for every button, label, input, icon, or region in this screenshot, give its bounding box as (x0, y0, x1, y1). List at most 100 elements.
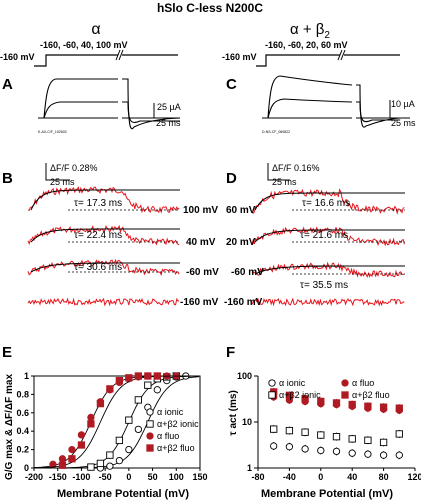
panel-d-trace-1-voltage: 60 mV (226, 205, 256, 216)
fluorescence-trace-2 (251, 226, 405, 247)
panel-e-chart: Membrane Potential (mV) G/G max & ΔF/ΔF … (4, 371, 208, 500)
panel-f-point (301, 428, 309, 436)
panel-e-ytick-label: 0.8 (16, 389, 29, 399)
panel-a-file-label: K-AX-C/F_102603 (38, 130, 67, 134)
panel-e-point (134, 372, 142, 380)
panel-e-xtick-label: -50 (99, 472, 112, 482)
panel-f-point (301, 395, 309, 403)
panel-f-legend-marker (341, 379, 349, 387)
panel-e-legend-marker (146, 408, 154, 416)
panel-f-legend-label: α+β2 ionic (279, 390, 321, 400)
right-protocol-line (256, 54, 400, 67)
panel-b-trace-2-tau: τ= 22.4 ms (74, 230, 122, 241)
panel-a-trace-40mv (43, 101, 180, 124)
panel-f-legend-marker (268, 391, 276, 399)
panel-f-ytick-label: 1 (247, 463, 252, 473)
panel-e-point (125, 416, 133, 424)
panel-e-point (144, 381, 152, 389)
panel-e-point (96, 459, 105, 468)
panel-e-point (68, 455, 76, 463)
panel-f-point (317, 431, 325, 439)
panel-d-trace-4-voltage: -160 mV (224, 297, 263, 308)
panel-e-xlabel: Membrane Potential (mV) (57, 488, 189, 500)
panel-e-point (77, 431, 86, 439)
panel-f-point (332, 433, 341, 441)
right-protocol-break (337, 49, 346, 61)
panel-b-trace-4-voltage: -160 mV (180, 297, 219, 308)
panel-f-point (285, 426, 294, 435)
panel-b-trace-2-voltage: 40 mV (186, 237, 216, 248)
panel-f-point (379, 451, 388, 459)
panel-label-a: A (2, 76, 13, 93)
fluorescence-trace-4 (251, 297, 405, 307)
panel-f-legend-marker (268, 379, 276, 387)
panel-e-point (87, 413, 95, 422)
panel-e-xtick-label: 50 (148, 472, 158, 482)
left-column-heading: α (91, 21, 100, 38)
panel-d-trace-3-tau: τ= 35.5 ms (300, 280, 348, 291)
panel-e-point (115, 436, 124, 445)
panel-f-point (348, 449, 356, 457)
panel-f-legend-label: α ionic (279, 378, 306, 388)
panel-label-c: C (226, 76, 237, 93)
panel-b-trace-1-voltage: 100 mV (183, 205, 218, 216)
panel-f-point (332, 447, 341, 456)
panel-f-xtick-label: 120 (407, 472, 421, 482)
panel-f-legend-label: α fluo (352, 378, 374, 388)
right-holding-label: -160 mV (222, 52, 257, 62)
panel-e-point (125, 445, 133, 454)
panel-label-f: F (226, 344, 235, 361)
panel-f-chart: Membrane Potential (mV) τ act (ms) -80 -4… (228, 371, 421, 500)
fluorescence-trace-4 (27, 297, 180, 307)
panel-b-scale-bar (45, 163, 70, 181)
panel-e-point (134, 425, 142, 434)
panel-label-d: D (226, 170, 237, 187)
panel-c-trace-20mv (267, 98, 400, 123)
panel-e-point (77, 441, 86, 449)
panel-f-point (379, 438, 388, 447)
panel-e-ytick-label: 1 (24, 371, 29, 381)
panel-d-trace-3-voltage: -60 mV (231, 267, 264, 278)
panel-e-point (106, 451, 114, 459)
panel-e-point (106, 385, 114, 393)
panel-f-xtick-label: 0 (318, 472, 323, 482)
right-column-heading: α + β2 (290, 21, 330, 41)
panel-e-point (134, 396, 142, 404)
panel-e-ytick-label: 0.2 (16, 445, 29, 455)
fluorescence-trace-1 (251, 188, 405, 215)
fluorescence-trace-2 (27, 224, 180, 246)
panel-e-xtick-label: 100 (169, 472, 184, 482)
panel-e-point (96, 399, 105, 408)
panel-d-trace-2-voltage: 20 mV (226, 237, 256, 248)
panel-b-scale-y: ΔF/F 0.28% (50, 163, 98, 173)
panel-d-scale-bar (267, 163, 290, 181)
panel-f-point (395, 451, 403, 459)
panel-f-point (364, 436, 372, 444)
panel-f-point (270, 425, 278, 433)
panel-d-fluorescence-traces (251, 188, 405, 307)
panel-f-point (395, 430, 403, 438)
panel-e-xtick-label: -100 (72, 472, 90, 482)
panel-a-scale-x: 25 ms (156, 118, 181, 128)
panel-f-legend-marker (341, 391, 349, 399)
panel-d-scale-x: 25 ms (272, 177, 297, 187)
panel-e-point (153, 372, 161, 380)
panel-a-scale-bar (153, 103, 175, 119)
panel-f-xtick-label: 40 (347, 472, 357, 482)
left-holding-label: -160 mV (0, 52, 35, 62)
panel-e-point (87, 420, 95, 428)
panel-c-current-traces (262, 75, 401, 128)
panel-e-point (125, 374, 133, 382)
panel-e-ylabel: G/G max & ΔF/ΔF max (4, 374, 15, 481)
panel-e-ytick-label: 0 (24, 463, 29, 473)
panel-c-scale-y: 10 µA (391, 99, 415, 109)
panel-c-scale-bar (389, 100, 410, 119)
panel-e-legend-label: α fluo (157, 431, 179, 441)
panel-f-xtick-label: 80 (379, 472, 389, 482)
panel-b-scale-x: 25 ms (50, 177, 75, 187)
panel-label-b: B (2, 170, 13, 187)
panel-f-point (395, 404, 403, 412)
panel-e-xtick-label: -200 (25, 472, 43, 482)
panel-e-ytick-label: 0.6 (16, 408, 29, 418)
